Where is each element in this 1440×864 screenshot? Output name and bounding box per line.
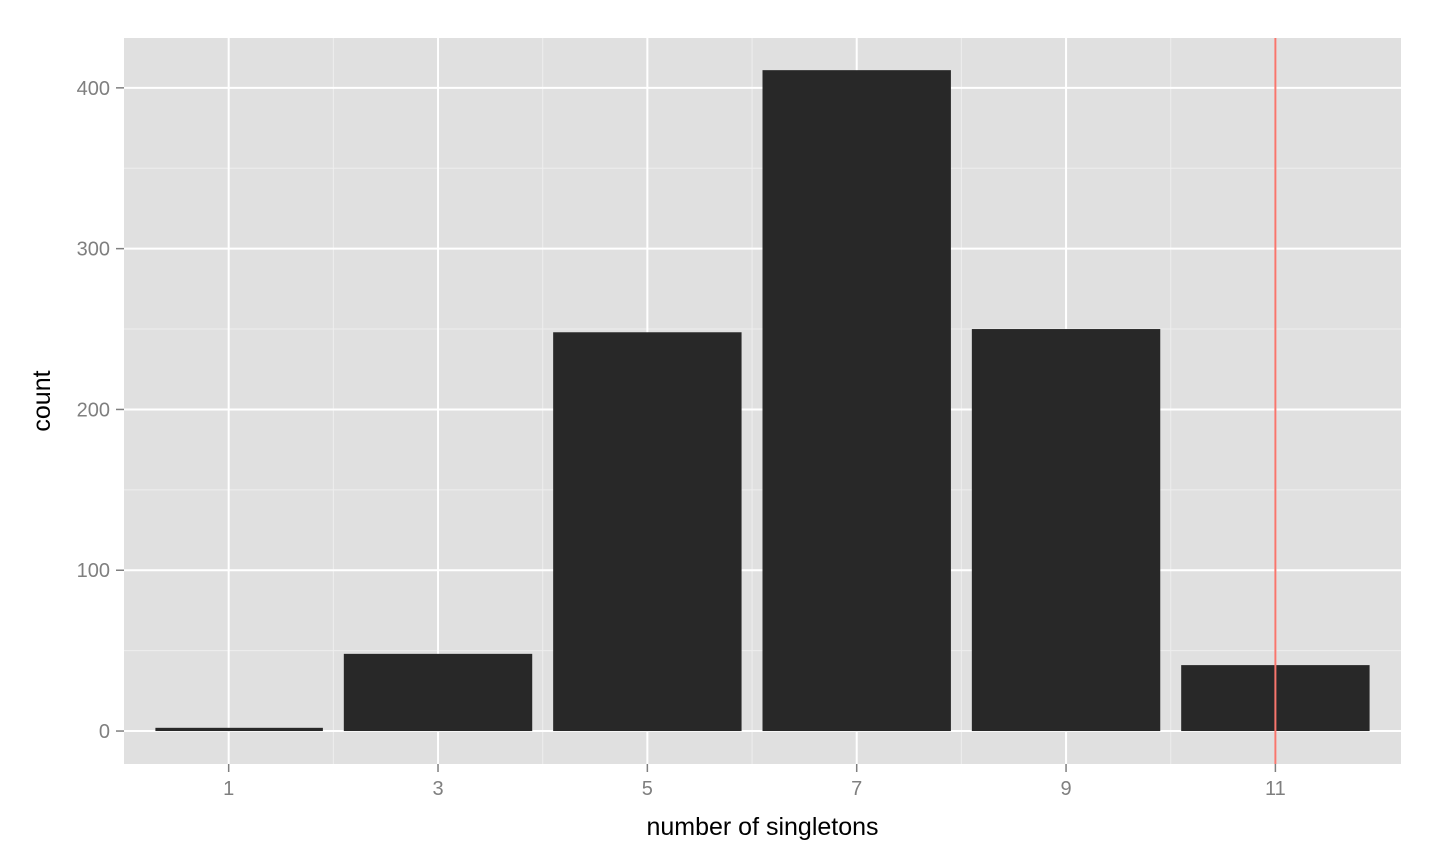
- y-tick-label: 100: [77, 560, 110, 582]
- x-tick-label: 7: [851, 778, 862, 800]
- y-tick-label: 300: [77, 239, 110, 261]
- axis-ticks: 0 100 200 300 400 1 3 5 7 9 11: [77, 78, 1286, 800]
- x-tick-label: 3: [432, 778, 443, 800]
- x-tick-label: 5: [642, 778, 653, 800]
- y-tick-label: 0: [99, 721, 110, 743]
- histogram-bar: [762, 70, 951, 732]
- y-tick-label: 200: [77, 399, 110, 421]
- histogram-bar: [553, 332, 742, 732]
- histogram-bar: [155, 727, 323, 732]
- y-axis-title: count: [28, 370, 56, 431]
- histogram-bar: [343, 653, 533, 732]
- axis-labels: number of singletons count: [28, 370, 879, 841]
- x-axis-title: number of singletons: [646, 813, 878, 841]
- x-tick-label: 11: [1265, 778, 1286, 800]
- x-tick-label: 1: [223, 778, 234, 800]
- x-tick-label: 9: [1060, 778, 1071, 800]
- histogram-bar: [971, 329, 1161, 732]
- bars: [155, 70, 1370, 732]
- y-tick-label: 400: [77, 78, 110, 100]
